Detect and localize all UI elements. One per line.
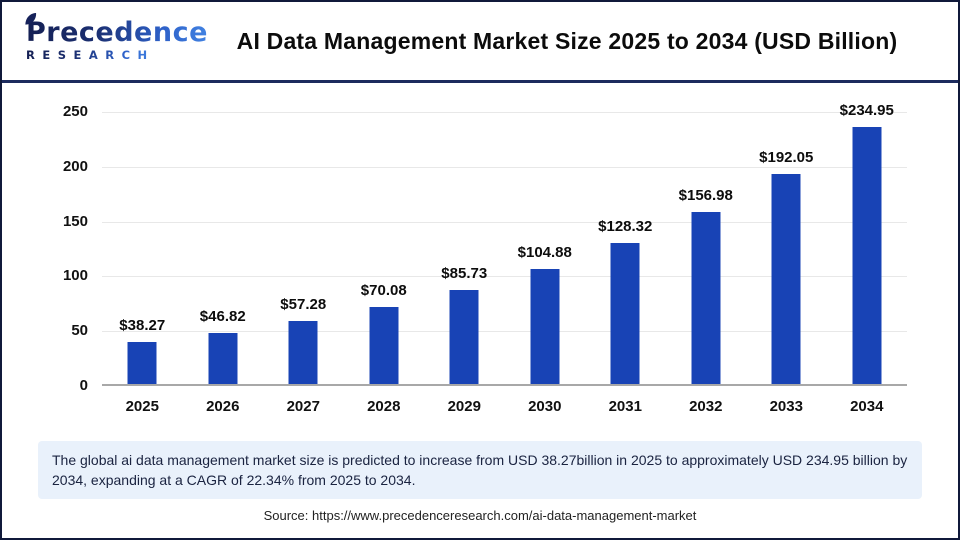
gridline bbox=[102, 276, 907, 278]
bar-slot: $234.95 bbox=[827, 102, 908, 384]
bar-slot: $104.88 bbox=[505, 112, 586, 384]
bar bbox=[691, 211, 721, 384]
bar-slot: $46.82 bbox=[183, 112, 264, 384]
bar-slot: $70.08 bbox=[344, 112, 425, 384]
bar bbox=[208, 332, 238, 384]
bar bbox=[771, 173, 801, 384]
header: Precedence RESEARCH AI Data Management M… bbox=[2, 2, 958, 83]
plot-area: $38.27 $46.82 $57.28 $70.08 $85.73 $104.88 $12… bbox=[102, 102, 908, 386]
x-tick-label: 2029 bbox=[447, 398, 481, 415]
x-tick-label: 2033 bbox=[769, 398, 803, 415]
source-line: Source: https://www.precedenceresearch.c… bbox=[263, 508, 697, 523]
gridline bbox=[102, 112, 907, 113]
bar bbox=[852, 126, 882, 384]
bar bbox=[610, 243, 640, 384]
bar bbox=[449, 290, 479, 384]
bar-value-label: $192.05 bbox=[759, 148, 814, 166]
description-box: The global ai data management market siz… bbox=[38, 441, 922, 499]
bar bbox=[127, 342, 157, 384]
x-tick-label: 2028 bbox=[367, 398, 401, 415]
bar bbox=[288, 321, 318, 384]
bar-slot: $156.98 bbox=[666, 112, 747, 384]
title-wrap: AI Data Management Market Size 2025 to 2… bbox=[196, 28, 938, 55]
x-tick-label: 2030 bbox=[528, 398, 562, 415]
y-tick-label: 0 bbox=[79, 377, 88, 394]
bar-value-label: $57.28 bbox=[280, 296, 327, 314]
bar-value-label: $46.82 bbox=[199, 307, 246, 325]
bar bbox=[369, 307, 399, 384]
bar-chart: 0 50 100 150 200 250 $38.27 $46.82 $57.28 $70.08… bbox=[2, 83, 958, 441]
page-title: AI Data Management Market Size 2025 to 2… bbox=[236, 27, 898, 54]
bar-slot: $128.32 bbox=[585, 112, 666, 384]
x-tick-label: 2032 bbox=[689, 398, 723, 415]
y-tick-label: 150 bbox=[62, 212, 88, 230]
bar-value-label: $70.08 bbox=[360, 282, 407, 300]
bar-value-label: $156.98 bbox=[678, 186, 733, 204]
gridline bbox=[102, 166, 907, 168]
bar-value-label: $38.27 bbox=[119, 317, 166, 335]
bar-slot: $192.05 bbox=[746, 112, 827, 384]
gridline bbox=[102, 331, 907, 333]
x-tick-label: 2027 bbox=[286, 398, 320, 415]
y-axis: 0 50 100 150 200 250 bbox=[30, 103, 88, 394]
bar-value-label: $85.73 bbox=[441, 265, 488, 283]
gridline bbox=[102, 221, 907, 223]
y-tick-label: 100 bbox=[62, 267, 88, 285]
description-text: The global ai data management market siz… bbox=[52, 451, 908, 488]
x-tick-label: 2025 bbox=[125, 398, 159, 415]
leaf-icon bbox=[25, 12, 37, 25]
logo-line2-text: RESEARCH bbox=[26, 48, 155, 62]
bar-value-label: $104.88 bbox=[517, 244, 572, 262]
bar-slot: $57.28 bbox=[263, 112, 344, 384]
y-tick-label: 50 bbox=[71, 322, 88, 340]
precedence-research-logo: Precedence RESEARCH bbox=[25, 12, 196, 63]
logo-wordmark: Precedence bbox=[25, 12, 208, 48]
bar-value-label: $234.95 bbox=[839, 101, 894, 119]
bar-slot: $85.73 bbox=[424, 112, 505, 384]
x-axis: 2025 2026 2027 2028 2029 2030 2031 2032 2033 2034 bbox=[102, 398, 907, 420]
bar-value-label: $128.32 bbox=[598, 218, 653, 236]
x-tick-label: 2026 bbox=[206, 398, 240, 415]
bar bbox=[530, 269, 560, 384]
logo-line1-text: Precedence bbox=[26, 17, 208, 48]
y-tick-label: 250 bbox=[62, 103, 88, 120]
bar-slot: $38.27 bbox=[102, 112, 183, 384]
y-tick-label: 200 bbox=[62, 157, 88, 175]
x-tick-label: 2034 bbox=[850, 398, 884, 415]
x-tick-label: 2031 bbox=[608, 398, 642, 415]
